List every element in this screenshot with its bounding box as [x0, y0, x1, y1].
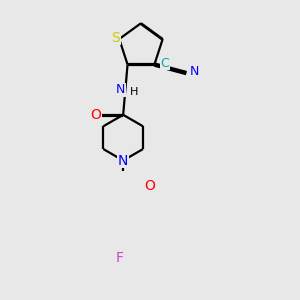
Text: O: O: [91, 108, 101, 122]
Text: N: N: [116, 83, 125, 96]
Text: S: S: [111, 31, 120, 45]
Text: O: O: [144, 179, 155, 193]
Text: H: H: [130, 87, 138, 97]
Text: N: N: [118, 154, 128, 167]
Text: F: F: [116, 251, 124, 265]
Text: C: C: [160, 57, 169, 70]
Text: N: N: [190, 65, 199, 78]
